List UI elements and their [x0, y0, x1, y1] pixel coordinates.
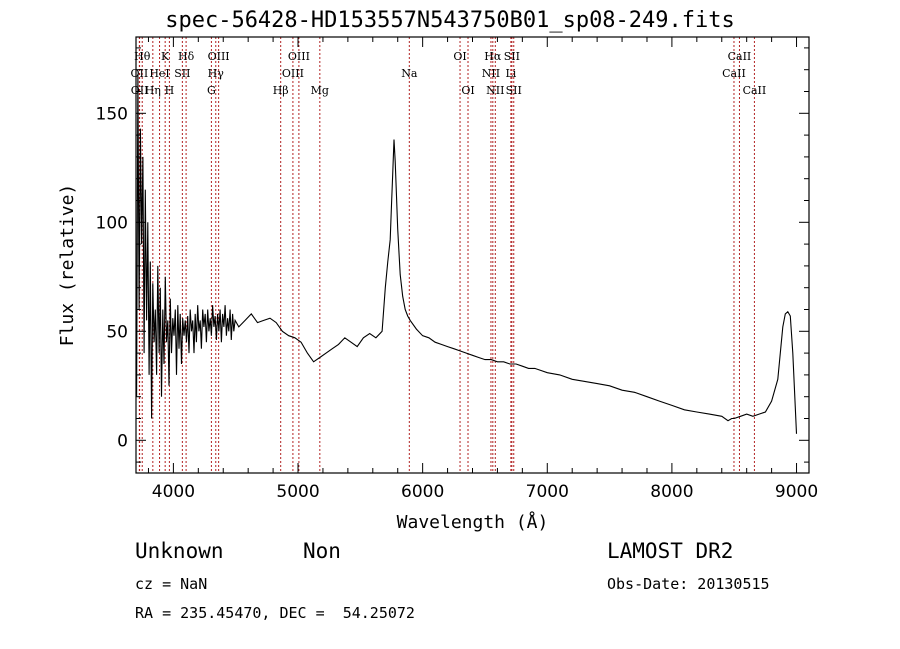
y-tick-label-2: 100: [96, 213, 128, 233]
line-label-17: OI: [453, 50, 466, 63]
survey-name: LAMOST DR2: [607, 539, 734, 563]
line-label-2: Hθ: [134, 50, 151, 63]
object-subclass: Non: [303, 539, 341, 563]
x-tick-label-2: 6000: [401, 482, 444, 502]
chart-title: spec-56428-HD153557N543750B01_sp08-249.f…: [165, 8, 735, 33]
obs-date: Obs-Date: 20130515: [607, 575, 770, 593]
line-label-19: NII: [482, 67, 500, 80]
line-label-1: OII: [131, 84, 149, 97]
line-label-15: Mg: [311, 84, 329, 97]
line-label-6: H: [165, 84, 175, 97]
x-tick-label-1: 5000: [276, 482, 319, 502]
line-label-5: K: [161, 50, 170, 63]
line-label-7: SII: [174, 67, 190, 80]
line-label-16: Na: [401, 67, 418, 80]
y-tick-label-1: 50: [106, 322, 128, 342]
line-label-9: G: [207, 84, 216, 97]
x-axis-label: Wavelength (Å): [397, 511, 549, 533]
x-tick-label-4: 8000: [650, 482, 693, 502]
y-axis-label: Flux (relative): [57, 184, 78, 347]
line-label-22: Li: [505, 67, 516, 80]
line-label-25: CaII: [722, 67, 746, 80]
line-label-24: SII: [506, 84, 522, 97]
line-labels: OII OII Hθ Hη HeI K H SII Hδ G OIII Hγ Hβ OIII OIII Mg N…: [131, 50, 767, 97]
x-tick-label-3: 7000: [526, 482, 569, 502]
y-tick-label-0: 0: [117, 431, 128, 451]
redshift-cz: cz = NaN: [135, 575, 208, 593]
line-label-23: SII: [504, 50, 520, 63]
x-tick-label-0: 4000: [152, 482, 195, 502]
line-label-21: NII: [486, 84, 504, 97]
line-label-10: OIII: [208, 50, 230, 63]
line-markers: [138, 37, 755, 473]
axis-ticks: 4000 5000 6000 7000 8000 9000 0 50 100 150: [96, 37, 818, 502]
line-label-20: Hα: [484, 50, 502, 63]
spectrum-series-line: [136, 74, 798, 434]
line-label-12: Hβ: [273, 84, 289, 97]
plot-frame: [135, 36, 810, 474]
line-label-0: OII: [131, 67, 149, 80]
line-label-14: OIII: [288, 50, 310, 63]
line-label-4: HeI: [149, 67, 169, 80]
ra-dec: RA = 235.45470, DEC = 54.25072: [135, 604, 415, 622]
line-label-27: CaII: [743, 84, 767, 97]
line-label-13: OIII: [282, 67, 304, 80]
line-label-26: CaII: [728, 50, 752, 63]
line-label-18: OI: [461, 84, 474, 97]
line-label-11: Hγ: [208, 67, 225, 80]
line-label-3: Hη: [145, 84, 161, 97]
object-class: Unknown: [135, 539, 224, 563]
y-tick-label-3: 150: [96, 104, 128, 124]
line-label-8: Hδ: [178, 50, 195, 63]
x-tick-label-5: 9000: [775, 482, 818, 502]
